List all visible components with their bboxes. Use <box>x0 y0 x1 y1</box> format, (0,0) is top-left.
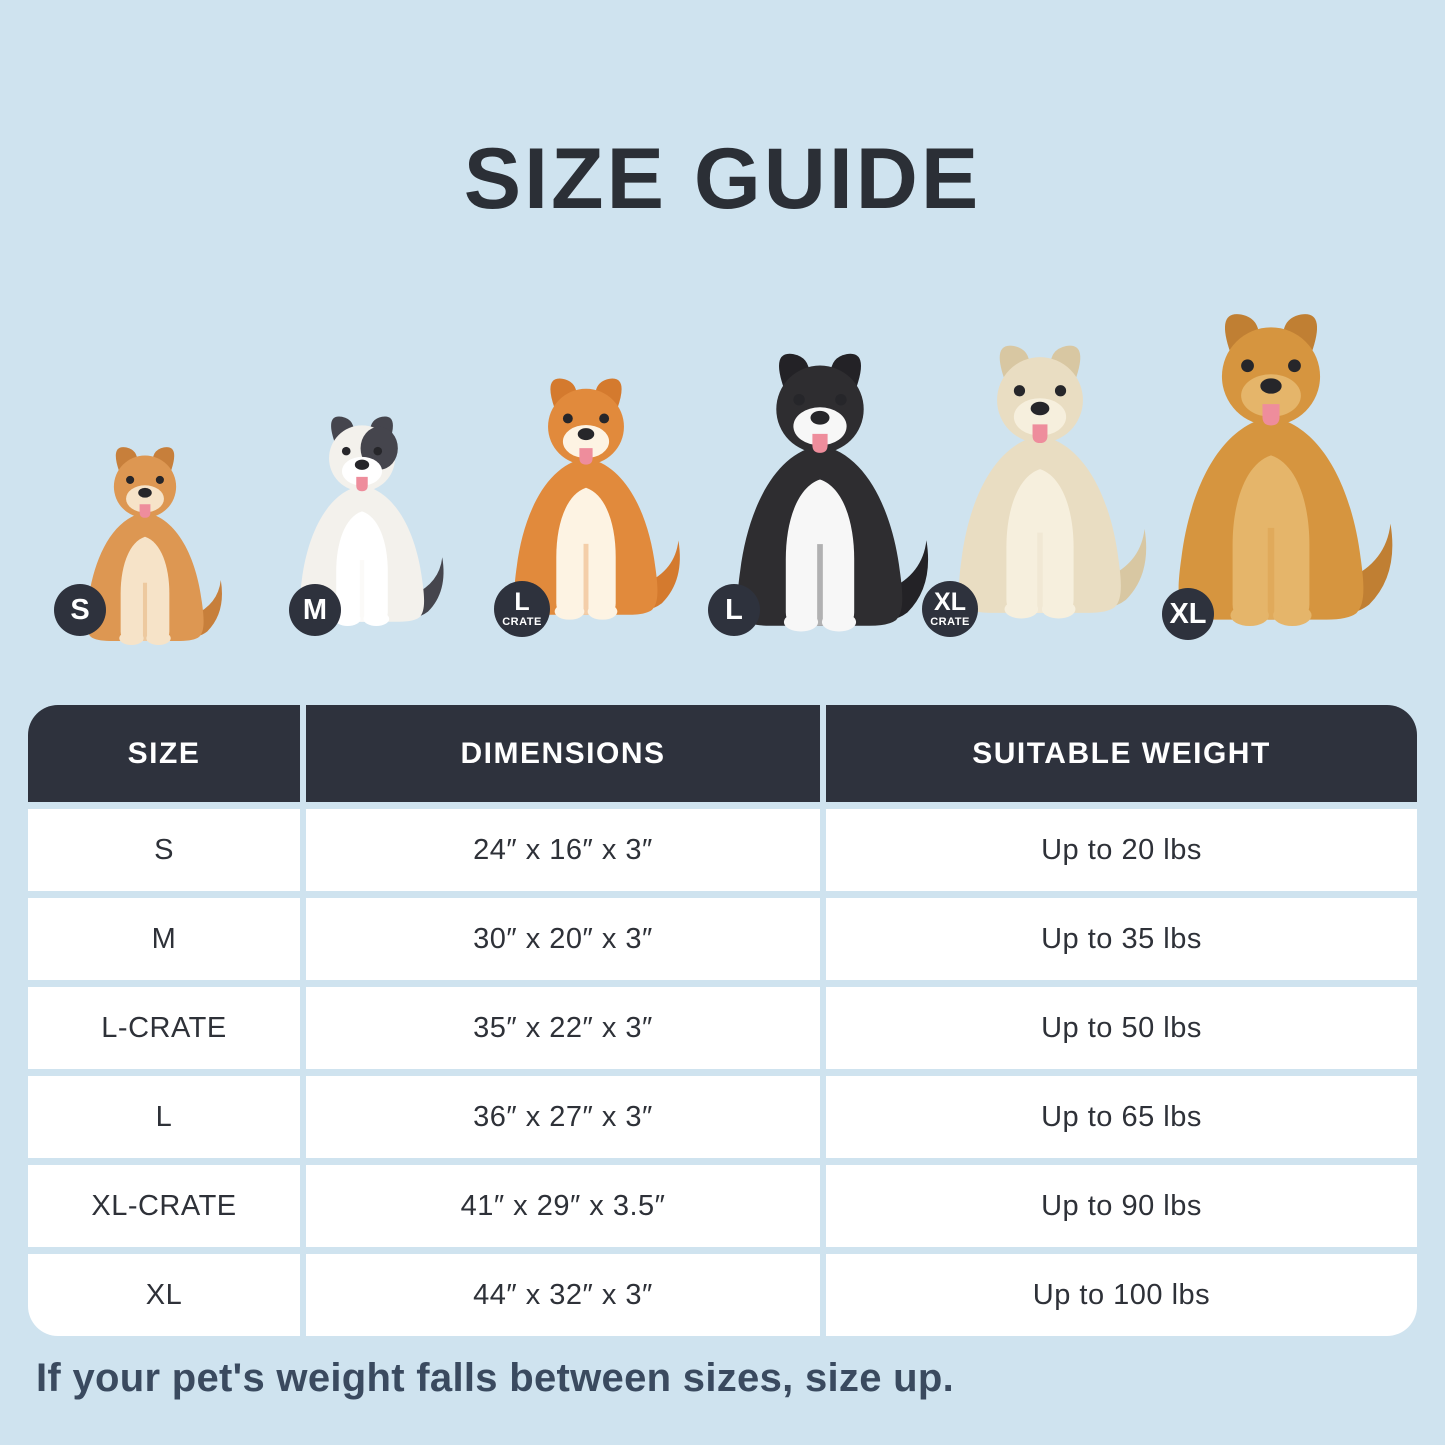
badge-label: XL <box>1169 597 1207 630</box>
size-badge-l-crate: L CRATE <box>494 581 550 637</box>
size-badge-s: S <box>54 584 106 636</box>
cell-dimensions: 30″ x 20″ x 3″ <box>306 898 820 980</box>
badge-label: L <box>514 588 530 616</box>
cell-weight: Up to 50 lbs <box>826 987 1417 1069</box>
cell-dimensions: 44″ x 32″ x 3″ <box>306 1254 820 1336</box>
cell-weight: Up to 20 lbs <box>826 809 1417 891</box>
size-badge-xl: XL <box>1162 588 1214 640</box>
cell-dimensions: 41″ x 29″ x 3.5″ <box>306 1165 820 1247</box>
cell-weight: Up to 90 lbs <box>826 1165 1417 1247</box>
cell-weight: Up to 100 lbs <box>826 1254 1417 1336</box>
badge-label: XL <box>934 588 966 616</box>
badge-label: S <box>70 593 90 626</box>
badge-sublabel: CRATE <box>502 616 542 628</box>
cell-size: XL <box>28 1254 300 1336</box>
page-title: SIZE GUIDE <box>463 130 982 227</box>
column-header-dimensions: DIMENSIONS <box>306 705 820 802</box>
cell-size: S <box>28 809 300 891</box>
column-header-size: SIZE <box>28 705 300 802</box>
cell-weight: Up to 35 lbs <box>826 898 1417 980</box>
cell-size: XL-CRATE <box>28 1165 300 1247</box>
size-table: SIZE DIMENSIONS SUITABLE WEIGHT S 24″ x … <box>28 705 1417 1336</box>
column-header-weight: SUITABLE WEIGHT <box>826 705 1417 802</box>
cell-size: L-CRATE <box>28 987 300 1069</box>
footer-note: If your pet's weight falls between sizes… <box>36 1356 955 1400</box>
size-badge-m: M <box>289 584 341 636</box>
badge-sublabel: CRATE <box>930 616 970 628</box>
cell-dimensions: 24″ x 16″ x 3″ <box>306 809 820 891</box>
badge-label: M <box>302 593 328 626</box>
badge-label: L <box>725 593 743 626</box>
cell-size: M <box>28 898 300 980</box>
cell-dimensions: 36″ x 27″ x 3″ <box>306 1076 820 1158</box>
size-badge-xl-crate: XL CRATE <box>922 581 978 637</box>
cell-weight: Up to 65 lbs <box>826 1076 1417 1158</box>
cell-dimensions: 35″ x 22″ x 3″ <box>306 987 820 1069</box>
size-badge-l: L <box>708 584 760 636</box>
cell-size: L <box>28 1076 300 1158</box>
